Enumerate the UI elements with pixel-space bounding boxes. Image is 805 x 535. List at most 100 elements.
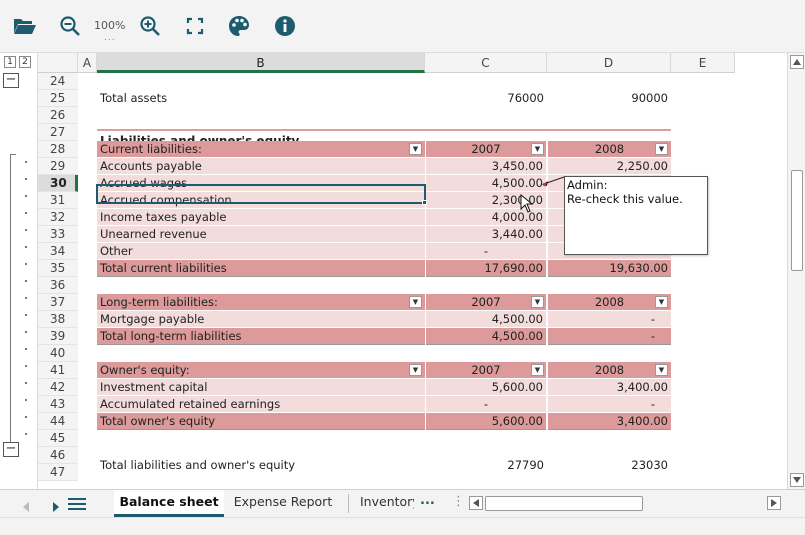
column-header-a[interactable]: A [78, 53, 97, 73]
cell-accrued-wages[interactable]: Accrued wages [97, 175, 425, 192]
cell-mortgage-payable-2008[interactable]: - [548, 311, 671, 328]
cell-total-owners-equity[interactable]: Total owner's equity [97, 413, 425, 430]
row-header[interactable]: 37 [38, 294, 78, 311]
row-header[interactable]: 32 [38, 209, 78, 226]
current-liabilities-header[interactable]: Current liabilities: ▼ [97, 141, 425, 158]
row-header[interactable]: 28 [38, 141, 78, 158]
tab-expense-report[interactable]: Expense Report [233, 494, 333, 509]
filter-dropdown-button[interactable]: ▼ [531, 296, 544, 308]
about-button[interactable] [272, 13, 298, 39]
row-header[interactable]: 40 [38, 345, 78, 362]
row-header[interactable]: 27 [38, 124, 78, 141]
row-header[interactable]: 24 [38, 73, 78, 90]
cell-income-taxes-2007[interactable]: 4,000.00 [426, 209, 546, 226]
cell-total-current-liabilities-2008[interactable]: 19,630.00 [548, 260, 671, 277]
cell-investment-capital[interactable]: Investment capital [97, 379, 425, 396]
cell-total-assets-label[interactable]: Total assets [100, 91, 168, 105]
cell-unearned-revenue-2007[interactable]: 3,440.00 [426, 226, 546, 243]
filter-dropdown-button[interactable]: ▼ [531, 364, 544, 376]
vertical-scroll-thumb[interactable] [791, 170, 803, 271]
year-header-2007[interactable]: 2007 ▼ [426, 362, 546, 379]
row-header[interactable]: 43 [38, 396, 78, 413]
cell-accounts-payable-2007[interactable]: 3,450.00 [426, 158, 546, 175]
zoom-in-button[interactable] [137, 13, 163, 39]
column-header-e[interactable]: E [671, 53, 735, 73]
collapse-group-button[interactable]: − [3, 442, 19, 457]
owners-equity-header[interactable]: Owner's equity: ▼ [97, 362, 425, 379]
row-header-selected[interactable]: 30 [38, 175, 78, 192]
filter-dropdown-button[interactable]: ▼ [409, 296, 422, 308]
cell-retained-earnings[interactable]: Accumulated retained earnings [97, 396, 425, 413]
zoom-level[interactable]: 100% [94, 19, 126, 32]
year-header-2008[interactable]: 2008 ▼ [548, 141, 671, 158]
filter-dropdown-button[interactable]: ▼ [531, 143, 544, 155]
cell-unearned-revenue[interactable]: Unearned revenue [97, 226, 425, 243]
open-file-button[interactable] [12, 13, 38, 39]
next-sheet-button[interactable] [52, 497, 60, 516]
row-header[interactable]: 36 [38, 277, 78, 294]
outline-level-2-button[interactable]: 2 [19, 56, 31, 68]
cell-retained-earnings-2007[interactable]: - [426, 396, 546, 413]
year-header-2008[interactable]: 2008 ▼ [548, 362, 671, 379]
row-header[interactable]: 47 [38, 464, 78, 481]
scroll-left-button[interactable] [469, 496, 483, 510]
cell-mortgage-payable[interactable]: Mortgage payable [97, 311, 425, 328]
cell-total-current-liabilities-2007[interactable]: 17,690.00 [426, 260, 546, 277]
cell-other-2007[interactable]: - [426, 243, 546, 260]
filter-dropdown-button[interactable]: ▼ [655, 296, 668, 308]
scroll-down-button[interactable] [790, 473, 804, 487]
row-header[interactable]: 29 [38, 158, 78, 175]
row-header[interactable]: 41 [38, 362, 78, 379]
scroll-up-button[interactable] [790, 55, 804, 69]
row-header[interactable]: 39 [38, 328, 78, 345]
cell-total-owners-equity-2008[interactable]: 3,400.00 [548, 413, 671, 430]
cell-total-long-term-liabilities[interactable]: Total long-term liabilities [97, 328, 425, 345]
cell-accounts-payable-2008[interactable]: 2,250.00 [548, 158, 671, 175]
horizontal-scrollbar[interactable] [469, 496, 785, 511]
vertical-scrollbar[interactable] [787, 53, 805, 489]
more-tabs-button[interactable]: ... [420, 493, 435, 508]
scroll-right-button[interactable] [767, 496, 781, 510]
fill-handle[interactable] [422, 200, 427, 205]
row-header[interactable]: 38 [38, 311, 78, 328]
tabs-resize-handle[interactable]: ⋮ [452, 494, 465, 509]
column-header-b[interactable]: B [97, 53, 425, 73]
prev-sheet-button[interactable] [22, 497, 30, 516]
cell-income-taxes[interactable]: Income taxes payable [97, 209, 425, 226]
row-header[interactable]: 26 [38, 107, 78, 124]
row-header[interactable]: 25 [38, 90, 78, 107]
row-header[interactable]: 31 [38, 192, 78, 209]
zoom-menu-dots[interactable]: ... [104, 33, 116, 43]
row-header[interactable]: 34 [38, 243, 78, 260]
year-header-2008[interactable]: 2008 ▼ [548, 294, 671, 311]
tab-inventory[interactable]: Inventory [360, 494, 414, 509]
fullscreen-button[interactable] [182, 13, 208, 39]
filter-dropdown-button[interactable]: ▼ [409, 364, 422, 376]
column-header-d[interactable]: D [547, 53, 671, 73]
horizontal-scroll-thumb[interactable] [485, 496, 643, 511]
tab-balance-sheet[interactable]: Balance sheet [114, 490, 224, 517]
cell-other[interactable]: Other [97, 243, 425, 260]
row-header[interactable]: 45 [38, 430, 78, 447]
outline-level-1-button[interactable]: 1 [4, 56, 16, 68]
theme-button[interactable] [226, 13, 252, 39]
cell-total-assets-2007[interactable]: 76000 [507, 91, 544, 105]
cell-total-owners-equity-2007[interactable]: 5,600.00 [426, 413, 546, 430]
zoom-out-button[interactable] [57, 13, 83, 39]
cell-total-liabilities-equity[interactable]: Total liabilities and owner's equity [100, 458, 296, 472]
row-header[interactable]: 42 [38, 379, 78, 396]
select-all-corner[interactable] [38, 53, 78, 73]
cell-total-liabilities-equity-2007[interactable]: 27790 [507, 458, 544, 472]
cell-total-long-term-2008[interactable]: - [548, 328, 671, 345]
cell-accrued-compensation-2007[interactable]: 2,300.00 [426, 192, 546, 209]
long-term-liabilities-header[interactable]: Long-term liabilities: ▼ [97, 294, 425, 311]
cell-investment-capital-2008[interactable]: 3,400.00 [548, 379, 671, 396]
row-header[interactable]: 35 [38, 260, 78, 277]
cell-total-assets-2008[interactable]: 90000 [631, 91, 668, 105]
row-header[interactable]: 33 [38, 226, 78, 243]
cell-total-liabilities-equity-2008[interactable]: 23030 [631, 458, 668, 472]
cell-accrued-wages-2007[interactable]: 4,500.00 [426, 175, 546, 192]
collapse-group-button[interactable]: − [3, 73, 19, 88]
cell-investment-capital-2007[interactable]: 5,600.00 [426, 379, 546, 396]
cell-total-current-liabilities[interactable]: Total current liabilities [97, 260, 425, 277]
